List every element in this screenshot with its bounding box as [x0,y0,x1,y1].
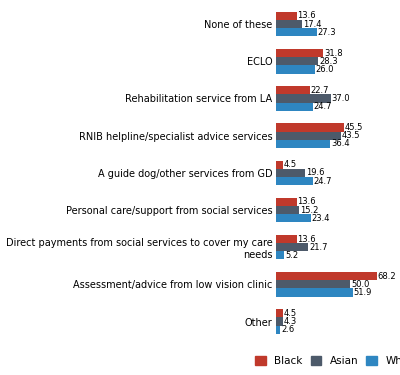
Text: 43.5: 43.5 [341,131,360,140]
Text: 24.7: 24.7 [314,177,332,186]
Bar [276,123,344,132]
Bar [276,214,311,222]
Text: 17.4: 17.4 [303,20,321,28]
Text: 26.0: 26.0 [316,65,334,74]
Text: 24.7: 24.7 [314,102,332,111]
Text: 51.9: 51.9 [354,288,372,297]
Bar [276,49,323,57]
Legend: Black, Asian, White: Black, Asian, White [251,352,400,370]
Bar [276,132,341,140]
Bar [276,103,313,111]
Text: 37.0: 37.0 [332,94,350,103]
Bar [276,326,280,334]
Text: 36.4: 36.4 [331,140,350,148]
Text: 4.5: 4.5 [284,160,297,169]
Text: 2.6: 2.6 [281,325,294,334]
Text: 28.3: 28.3 [319,57,338,66]
Text: 45.5: 45.5 [344,123,363,132]
Text: 15.2: 15.2 [300,206,318,214]
Text: 19.6: 19.6 [306,168,325,177]
Bar [276,318,283,326]
Bar [276,169,305,177]
Bar [276,309,283,318]
Bar [276,243,308,251]
Text: 13.6: 13.6 [297,234,316,243]
Text: 27.3: 27.3 [318,28,336,37]
Bar [276,272,377,280]
Bar [276,20,302,28]
Bar [276,86,310,94]
Bar [276,198,296,206]
Text: 4.3: 4.3 [284,317,297,326]
Text: 23.4: 23.4 [312,214,330,223]
Bar [276,12,296,20]
Text: 50.0: 50.0 [351,280,369,289]
Bar [276,140,330,148]
Text: 13.6: 13.6 [297,12,316,21]
Bar [276,288,353,297]
Text: 13.6: 13.6 [297,197,316,206]
Bar [276,251,284,260]
Text: 21.7: 21.7 [309,243,328,252]
Text: 31.8: 31.8 [324,49,343,58]
Bar [276,65,315,74]
Text: 4.5: 4.5 [284,309,297,318]
Bar [276,160,283,169]
Bar [276,177,313,185]
Text: 5.2: 5.2 [285,251,298,260]
Bar [276,94,331,103]
Bar [276,57,318,65]
Text: 22.7: 22.7 [311,86,329,95]
Bar [276,280,350,288]
Bar [276,235,296,243]
Text: 68.2: 68.2 [378,272,396,280]
Bar [276,206,299,214]
Bar [276,28,317,36]
